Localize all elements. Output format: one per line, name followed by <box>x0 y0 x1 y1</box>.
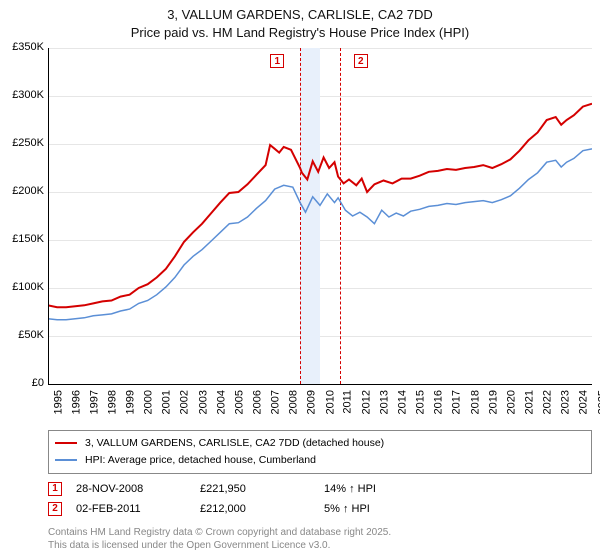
x-tick-label: 2002 <box>179 390 191 414</box>
x-tick-label: 2008 <box>288 390 300 414</box>
sale-rows: 1 28-NOV-2008 £221,950 14% ↑ HPI 2 02-FEB-201… <box>48 482 592 516</box>
y-tick-label: £150K <box>0 233 44 245</box>
sale-row: 1 28-NOV-2008 £221,950 14% ↑ HPI <box>48 482 592 496</box>
x-tick-label: 2022 <box>542 390 554 414</box>
x-tick-label: 2006 <box>251 390 263 414</box>
x-tick-label: 2014 <box>397 390 409 414</box>
series-svg <box>48 48 592 384</box>
x-tick-label: 2019 <box>487 390 499 414</box>
x-tick-label: 2011 <box>342 390 354 414</box>
y-axis-line <box>48 48 49 384</box>
x-tick-label: 2018 <box>469 390 481 414</box>
x-tick-label: 2001 <box>161 390 173 414</box>
legend-row: 3, VALLUM GARDENS, CARLISLE, CA2 7DD (de… <box>55 435 585 452</box>
sale-delta: 5% ↑ HPI <box>324 503 434 515</box>
x-tick-label: 2020 <box>505 390 517 414</box>
chart-title: 3, VALLUM GARDENS, CARLISLE, CA2 7DD Pri… <box>0 0 600 42</box>
legend-box: 3, VALLUM GARDENS, CARLISLE, CA2 7DD (de… <box>48 430 592 474</box>
legend-label: 3, VALLUM GARDENS, CARLISLE, CA2 7DD (de… <box>85 435 384 452</box>
x-tick-label: 2016 <box>433 390 445 414</box>
x-tick-label: 2007 <box>270 390 282 414</box>
x-tick-label: 2009 <box>306 390 318 414</box>
sale-date: 02-FEB-2011 <box>76 503 186 515</box>
y-tick-label: £50K <box>0 329 44 341</box>
x-tick-label: 2013 <box>378 390 390 414</box>
attribution-line-1: Contains HM Land Registry data © Crown c… <box>48 526 592 540</box>
x-axis-line <box>48 384 592 385</box>
sale-row: 2 02-FEB-2011 £212,000 5% ↑ HPI <box>48 502 592 516</box>
x-tick-label: 2024 <box>578 390 590 414</box>
x-tick-label: 2004 <box>215 390 227 414</box>
x-tick-label: 2025 <box>596 390 600 414</box>
legend-row: HPI: Average price, detached house, Cumb… <box>55 452 585 469</box>
sale-price: £221,950 <box>200 483 310 495</box>
sale-marker-badge: 2 <box>48 502 62 516</box>
x-tick-label: 1998 <box>106 390 118 414</box>
y-tick-label: £100K <box>0 281 44 293</box>
y-tick-label: £350K <box>0 41 44 53</box>
legend-and-info: 3, VALLUM GARDENS, CARLISLE, CA2 7DD (de… <box>48 430 592 553</box>
attribution-line-2: This data is licensed under the Open Gov… <box>48 539 592 553</box>
legend-label: HPI: Average price, detached house, Cumb… <box>85 452 316 469</box>
legend-swatch <box>55 459 77 461</box>
y-tick-label: £200K <box>0 185 44 197</box>
x-tick-label: 1995 <box>52 390 64 414</box>
sale-marker-badge: 1 <box>48 482 62 496</box>
chart-container: 3, VALLUM GARDENS, CARLISLE, CA2 7DD Pri… <box>0 0 600 560</box>
x-tick-label: 2015 <box>415 390 427 414</box>
sale-date: 28-NOV-2008 <box>76 483 186 495</box>
x-tick-label: 2023 <box>560 390 572 414</box>
x-tick-label: 2017 <box>451 390 463 414</box>
x-tick-label: 2000 <box>143 390 155 414</box>
title-line-2: Price paid vs. HM Land Registry's House … <box>0 24 600 42</box>
attribution: Contains HM Land Registry data © Crown c… <box>48 526 592 553</box>
legend-swatch <box>55 442 77 444</box>
y-tick-label: £0 <box>0 377 44 389</box>
x-tick-label: 1996 <box>70 390 82 414</box>
x-tick-label: 2005 <box>233 390 245 414</box>
x-tick-label: 1997 <box>88 390 100 414</box>
sale-price: £212,000 <box>200 503 310 515</box>
y-tick-label: £250K <box>0 137 44 149</box>
chart-area: £0£50K£100K£150K£200K£250K£300K£350K1995… <box>48 48 592 384</box>
y-tick-label: £300K <box>0 89 44 101</box>
x-tick-label: 1999 <box>125 390 137 414</box>
x-tick-label: 2012 <box>360 390 372 414</box>
title-line-1: 3, VALLUM GARDENS, CARLISLE, CA2 7DD <box>0 6 600 24</box>
x-tick-label: 2010 <box>324 390 336 414</box>
x-tick-label: 2021 <box>523 390 535 414</box>
x-tick-label: 2003 <box>197 390 209 414</box>
plot-region: £0£50K£100K£150K£200K£250K£300K£350K1995… <box>48 48 592 384</box>
sale-delta: 14% ↑ HPI <box>324 483 434 495</box>
